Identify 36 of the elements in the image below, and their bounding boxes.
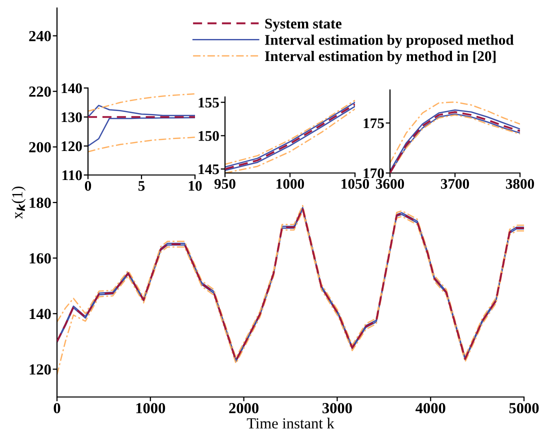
x-tick-label: 10 <box>188 180 202 191</box>
legend-label: System state <box>265 18 342 32</box>
y-tick-label: 155 <box>198 98 219 108</box>
x-tick-label: 2000 <box>229 402 258 414</box>
x-tick-label: 3800 <box>506 178 534 189</box>
x-tick-label: 4000 <box>416 402 446 414</box>
y-axis-title: x$_{k}$(1) <box>12 186 26 219</box>
y-tick-label: 180 <box>30 198 51 208</box>
x-tick-label: 5 <box>138 181 145 191</box>
y-tick-label: 130 <box>62 112 82 122</box>
y-tick-label: 140 <box>62 83 82 94</box>
y-tick-label: 120 <box>30 364 51 375</box>
y-tick-label: 150 <box>198 131 219 141</box>
y-tick-label: 170 <box>364 168 384 178</box>
y-tick-label: 240 <box>29 30 51 42</box>
x-tick-label: 1050 <box>342 178 370 189</box>
y-tick-label: 110 <box>62 170 82 180</box>
y-tick-label: 175 <box>364 118 384 128</box>
y-tick-label: 140 <box>30 308 51 320</box>
x-tick-label: 3600 <box>376 178 404 189</box>
x-axis-title: Time instant k <box>246 418 334 429</box>
legend-label: Interval estimation by proposed method <box>265 34 514 48</box>
y-tick-label: 120 <box>62 141 82 152</box>
y-tick-label: 200 <box>29 142 51 152</box>
y-tick-label: 220 <box>29 86 51 97</box>
legend-label: Interval estimation by method in [20] <box>265 50 496 64</box>
x-tick-label: 1000 <box>136 402 166 414</box>
x-tick-label: 0 <box>84 180 92 191</box>
x-tick-label: 3700 <box>440 178 470 189</box>
x-tick-label: 0 <box>54 402 60 414</box>
y-tick-label: 160 <box>30 253 51 264</box>
y-tick-label: 145 <box>198 164 219 174</box>
x-tick-label: 3000 <box>322 402 352 414</box>
x-tick-label: 950 <box>214 178 236 189</box>
x-tick-label: 5000 <box>509 402 539 414</box>
x-tick-label: 1000 <box>276 178 304 189</box>
